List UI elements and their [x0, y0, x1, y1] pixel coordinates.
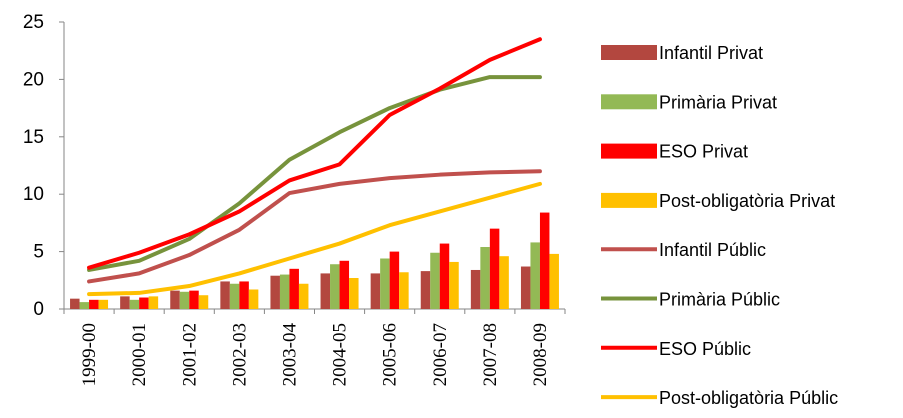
bar: [298, 283, 309, 309]
legend-item: Post-obligatòria Públic: [601, 388, 838, 408]
y-tick-label: 25: [23, 12, 44, 33]
y-tick-label: 15: [23, 127, 44, 148]
legend-item: Post-obligatòria Privat: [601, 191, 835, 211]
x-tick-label: 1999-00: [79, 323, 100, 386]
legend-item: Primària Públic: [601, 290, 780, 310]
bar: [139, 297, 149, 309]
x-tick-label: 2001-02: [179, 323, 200, 386]
bar: [279, 274, 290, 309]
legend-item: Primària Privat: [601, 92, 777, 112]
bar: [380, 258, 390, 309]
bar: [430, 252, 440, 309]
legend-item: Infantil Públic: [601, 240, 766, 260]
bar: [499, 256, 509, 309]
bar: [220, 281, 230, 309]
bar: [189, 290, 199, 309]
series-line: [87, 75, 542, 272]
bar: [399, 272, 409, 309]
y-tick-label: 20: [23, 69, 44, 90]
x-tick-label: 2007-08: [480, 323, 501, 386]
legend-item: ESO Públic: [601, 339, 751, 359]
x-tick-label: 2005-06: [380, 323, 401, 386]
bar: [229, 283, 240, 309]
legend-label: Infantil Públic: [659, 240, 766, 260]
series-line: [87, 37, 542, 270]
x-tick-label: 2003-04: [279, 323, 300, 387]
legend: Infantil Privat Primària Privat ESO Privat…: [601, 43, 838, 408]
bar: [520, 266, 531, 309]
bar: [330, 264, 340, 309]
legend-swatch: [601, 192, 657, 208]
bar: [449, 261, 459, 309]
legend-item: Infantil Privat: [601, 43, 763, 63]
x-tick-label: 2002-03: [229, 323, 250, 386]
bar: [239, 281, 249, 309]
legend-label: Post-obligatòria Públic: [659, 388, 838, 408]
x-tick-label: 2006-07: [430, 323, 451, 386]
bar: [370, 273, 381, 309]
bar: [480, 247, 490, 309]
y-tick-label: 0: [33, 299, 44, 320]
bar: [248, 289, 259, 309]
bar: [148, 296, 159, 309]
legend-swatch: [601, 143, 657, 159]
bar: [470, 269, 481, 309]
x-tick-label: 2008-09: [530, 323, 551, 386]
bar: [170, 290, 180, 309]
bar: [339, 260, 350, 309]
x-tick-label: 2004-05: [330, 323, 351, 386]
series-line: [87, 181, 542, 297]
bar: [129, 299, 140, 309]
legend-item: ESO Privat: [601, 142, 748, 162]
bar: [270, 275, 280, 309]
legend-label: Primària Privat: [659, 92, 777, 112]
bar: [179, 291, 190, 309]
legend-label: Primària Públic: [659, 290, 780, 310]
plot-area: 0 5 10 15 20 25 1999-00 2000-01 2001-02 2002-03 20…: [23, 12, 566, 387]
y-tick-label: 5: [33, 242, 44, 263]
bar: [120, 296, 130, 309]
series-line: [87, 169, 542, 284]
legend-label: ESO Privat: [659, 142, 748, 162]
bar: [349, 278, 359, 309]
bar: [79, 302, 90, 309]
legend-label: Post-obligatòria Privat: [659, 191, 835, 211]
bar: [320, 273, 331, 309]
x-tick-label: 2000-01: [129, 323, 150, 386]
bar: [389, 251, 400, 309]
bar: [539, 212, 550, 309]
bar: [439, 243, 450, 309]
bar: [289, 268, 299, 309]
legend-label: ESO Públic: [659, 339, 751, 359]
bar: [89, 299, 99, 309]
bar: [70, 298, 80, 309]
bar: [489, 228, 500, 309]
legend-label: Infantil Privat: [659, 43, 763, 63]
bar: [530, 242, 540, 309]
bar: [98, 299, 109, 309]
legend-swatch: [601, 45, 657, 60]
bar: [198, 295, 209, 309]
bar: [549, 253, 559, 309]
y-tick-label: 10: [23, 184, 44, 205]
legend-swatch: [601, 94, 657, 110]
bar: [420, 271, 431, 309]
